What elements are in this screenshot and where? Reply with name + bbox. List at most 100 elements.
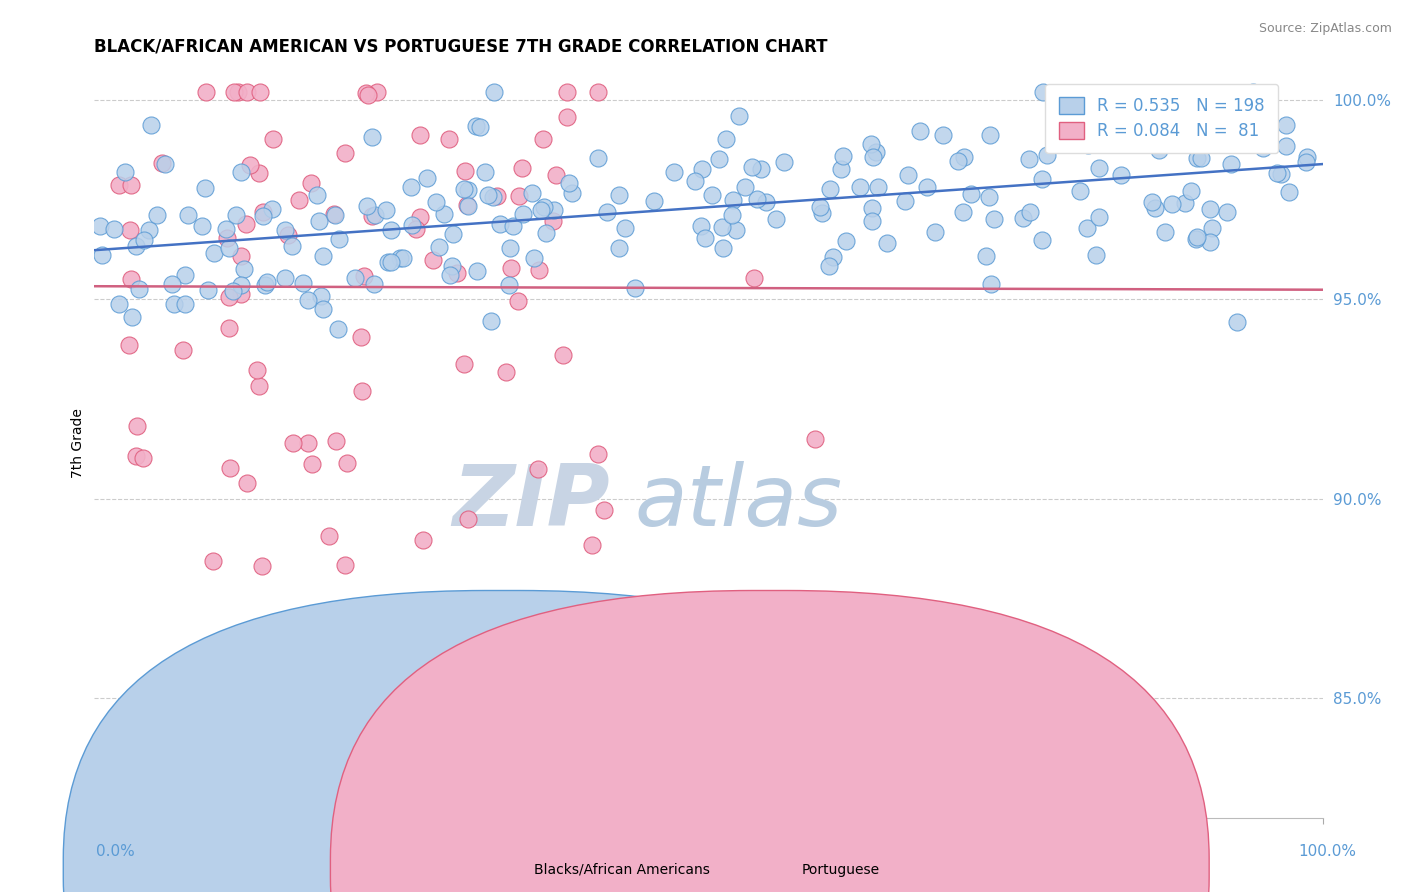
Point <box>377 255 399 269</box>
Point <box>277 228 299 243</box>
Point <box>728 109 751 123</box>
Point <box>457 199 479 213</box>
Point <box>596 205 619 219</box>
Point <box>440 260 463 274</box>
Point <box>932 128 955 142</box>
Point <box>531 132 554 146</box>
Point <box>1234 129 1257 144</box>
Point <box>1185 151 1208 165</box>
Point <box>215 222 238 236</box>
Point <box>1087 211 1109 225</box>
Point <box>508 189 530 203</box>
Point <box>439 132 461 146</box>
Text: 100.0%: 100.0% <box>1299 845 1357 859</box>
Point <box>425 194 447 209</box>
Point <box>894 194 917 208</box>
Point <box>860 213 883 227</box>
Point <box>222 85 245 99</box>
Point <box>1088 161 1111 176</box>
Point <box>1198 235 1220 249</box>
Point <box>1182 112 1205 127</box>
Point <box>120 223 142 237</box>
Point <box>380 222 402 236</box>
Point <box>139 118 162 132</box>
Point <box>1047 135 1070 149</box>
Point <box>558 176 581 190</box>
Point <box>150 156 173 170</box>
Point <box>274 223 297 237</box>
Point <box>360 210 382 224</box>
Point <box>457 183 479 197</box>
Point <box>236 475 259 490</box>
Point <box>522 186 544 200</box>
Point <box>1184 232 1206 246</box>
Point <box>541 213 564 227</box>
Text: Portuguese: Portuguese <box>801 863 880 877</box>
Point <box>132 450 155 465</box>
Point <box>392 251 415 265</box>
Point <box>160 277 183 292</box>
Point <box>108 297 131 311</box>
Point <box>849 180 872 194</box>
Point <box>1154 225 1177 239</box>
Point <box>1237 107 1260 121</box>
Point <box>231 287 253 301</box>
Point <box>1035 148 1057 162</box>
Point <box>287 193 309 207</box>
Point <box>555 85 578 99</box>
Point <box>235 85 257 99</box>
Point <box>309 289 332 303</box>
Point <box>389 251 412 265</box>
Point <box>479 313 502 327</box>
Point <box>818 181 841 195</box>
Point <box>231 249 253 263</box>
Point <box>1251 141 1274 155</box>
Point <box>489 217 512 231</box>
Point <box>274 271 297 285</box>
Point <box>120 272 142 286</box>
Point <box>502 219 524 233</box>
Point <box>153 157 176 171</box>
Point <box>325 434 347 448</box>
Point <box>125 419 148 434</box>
Point <box>229 164 252 178</box>
Point <box>228 85 250 99</box>
Point <box>363 277 385 291</box>
Point <box>361 129 384 144</box>
Point <box>380 255 402 269</box>
Point <box>125 449 148 463</box>
Point <box>108 178 131 193</box>
Point <box>876 236 898 251</box>
Point <box>218 290 240 304</box>
Point <box>356 86 378 100</box>
Point <box>860 136 883 151</box>
Point <box>1296 150 1319 164</box>
Point <box>832 148 855 162</box>
Point <box>835 234 858 248</box>
Point <box>422 253 444 268</box>
Text: BLACK/AFRICAN AMERICAN VS PORTUGUESE 7TH GRADE CORRELATION CHART: BLACK/AFRICAN AMERICAN VS PORTUGUESE 7TH… <box>94 37 827 55</box>
Point <box>350 384 373 398</box>
Point <box>1109 168 1132 182</box>
Point <box>252 205 274 219</box>
Point <box>745 193 768 207</box>
Point <box>983 212 1005 227</box>
Point <box>173 296 195 310</box>
Point <box>197 283 219 297</box>
Point <box>91 248 114 262</box>
Point <box>439 268 461 282</box>
Point <box>405 222 427 236</box>
Point <box>239 158 262 172</box>
Point <box>527 263 550 277</box>
Point <box>808 200 831 214</box>
Point <box>252 209 274 223</box>
Point <box>980 277 1002 291</box>
Point <box>328 232 350 246</box>
Point <box>177 208 200 222</box>
Point <box>1277 186 1299 200</box>
Point <box>1226 315 1249 329</box>
Point <box>741 160 763 174</box>
Point <box>592 503 614 517</box>
Point <box>1031 233 1053 247</box>
Point <box>336 457 359 471</box>
